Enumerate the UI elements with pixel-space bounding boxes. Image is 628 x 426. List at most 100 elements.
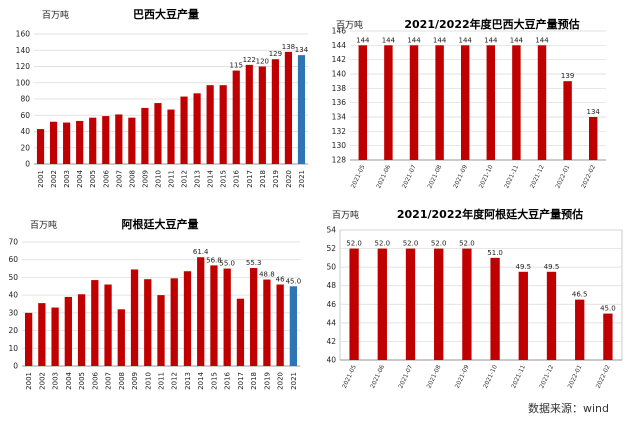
bar	[38, 303, 46, 366]
bar	[297, 55, 306, 164]
x-tick-label: 2021-11	[503, 164, 520, 190]
data-label: 122	[243, 56, 256, 64]
data-label: 144	[382, 36, 396, 44]
y-tick-label: 20	[8, 326, 18, 335]
x-tick-label: 2017	[237, 372, 245, 390]
x-tick-label: 2015	[210, 372, 218, 390]
x-tick-label: 2021-08	[426, 364, 443, 390]
data-label: 52.0	[431, 240, 447, 248]
y-tick-label: 46	[326, 300, 336, 309]
x-tick-label: 2005	[89, 170, 97, 188]
bar	[384, 45, 393, 161]
data-label: 45.0	[600, 305, 616, 313]
y-tick-label: 140	[16, 46, 31, 55]
bar	[128, 117, 136, 164]
x-tick-label: 2004	[65, 371, 73, 389]
brazil-production-chart: 百万吨 巴西大豆产量 0 20 40 60 80 100 120 140 160 2001 2002…	[0, 0, 312, 212]
bar	[512, 45, 521, 161]
data-label: 139	[561, 72, 574, 80]
data-label: 129	[269, 50, 282, 58]
x-tick-label: 2022-01	[567, 364, 584, 390]
bar	[51, 307, 59, 366]
y-tick-label: 70	[8, 238, 18, 247]
x-tick-label: 2016	[233, 169, 241, 187]
bar	[115, 114, 123, 164]
x-tick-label: 2021-12	[529, 164, 546, 190]
y-tick-label: 40	[8, 291, 18, 300]
x-tick-label: 2002	[50, 170, 58, 188]
bar	[284, 51, 293, 164]
bar	[219, 85, 227, 164]
y-tick-label: 0	[25, 160, 30, 169]
bar	[358, 45, 368, 161]
bar	[575, 299, 585, 360]
bar	[486, 45, 496, 161]
y-tick-label: 48	[326, 281, 336, 290]
argentina-forecast-title: 2021/2022年度阿根廷大豆产量预估	[397, 207, 583, 221]
y-tick-label: 138	[332, 84, 347, 93]
x-tick-label: 2021-06	[369, 364, 386, 390]
x-tick-label: 2021-09	[454, 364, 471, 390]
data-label: 46	[276, 276, 285, 284]
data-label: 120	[256, 58, 269, 66]
x-tick-label: 2005	[78, 372, 86, 390]
data-label: 144	[459, 36, 473, 44]
bar	[276, 284, 284, 366]
x-tick-label: 2020	[285, 170, 293, 188]
y-tick-label: 40	[20, 127, 30, 136]
data-label: 134	[295, 46, 309, 54]
y-tick-label: 128	[332, 156, 347, 165]
y-tick-label: 130	[332, 141, 347, 150]
bar	[154, 103, 162, 164]
bar	[435, 45, 444, 161]
y-tick-label: 100	[16, 78, 31, 87]
x-tick-label: 2021-10	[478, 164, 495, 190]
x-tick-label: 2021-08	[426, 164, 443, 190]
data-label: 52.0	[403, 240, 419, 248]
y-tick-label: 136	[332, 98, 347, 107]
y-tick-label: 0	[13, 362, 18, 371]
x-tick-label: 2021-05	[350, 164, 367, 190]
data-label: 48.8	[259, 271, 275, 279]
brazil-forecast-chart-svg: 百万吨 2021/2022年度巴西大豆产量预估 128 130 132 134 136 1…	[332, 17, 606, 190]
x-tick-label: 2003	[52, 372, 60, 390]
bar	[245, 64, 253, 164]
bar	[49, 121, 58, 164]
bar	[76, 120, 84, 164]
bar	[462, 248, 472, 360]
y-tick-label: 50	[8, 273, 18, 282]
x-tick-label: 2010	[154, 170, 162, 188]
x-tick-label: 2021-07	[401, 164, 418, 190]
x-tick-label: 2002	[38, 372, 46, 390]
bar	[518, 271, 528, 360]
y-tick-label: 44	[326, 318, 336, 327]
y-tick-label: 146	[332, 27, 347, 36]
bar	[77, 294, 86, 366]
bar	[130, 269, 139, 366]
x-tick-label: 2022-01	[554, 164, 571, 190]
brazil-forecast-title: 2021/2022年度巴西大豆产量预估	[404, 17, 579, 31]
x-tick-label: 2020	[277, 372, 285, 390]
y-tick-label: 140	[332, 70, 347, 79]
x-tick-label: 2022-02	[580, 164, 597, 190]
bar	[210, 265, 218, 366]
bar	[263, 279, 271, 366]
x-tick-label: 2017	[246, 170, 254, 188]
x-tick-label: 2021-07	[397, 364, 414, 390]
brazil-production-unit: 百万吨	[42, 9, 69, 21]
data-label: 56.8	[206, 256, 222, 264]
bar	[197, 257, 205, 366]
bar	[603, 313, 613, 360]
data-source-note: 数据来源：wind	[528, 402, 610, 415]
argentina-production-chart-svg: 百万吨 阿根廷大豆产量 0 10 20 30 40 50 60 70 2001 2002 2003 2…	[8, 217, 301, 390]
bar	[232, 70, 240, 164]
x-tick-label: 2021-12	[538, 364, 555, 390]
argentina-production-unit: 百万吨	[30, 219, 57, 231]
bar	[144, 279, 152, 366]
x-tick-label: 2013	[184, 372, 192, 390]
x-tick-label: 2007	[115, 170, 123, 188]
data-label: 144	[407, 36, 421, 44]
y-tick-label: 54	[326, 226, 336, 235]
x-tick-label: 2021-05	[341, 364, 358, 390]
x-tick-label: 2018	[250, 372, 258, 390]
